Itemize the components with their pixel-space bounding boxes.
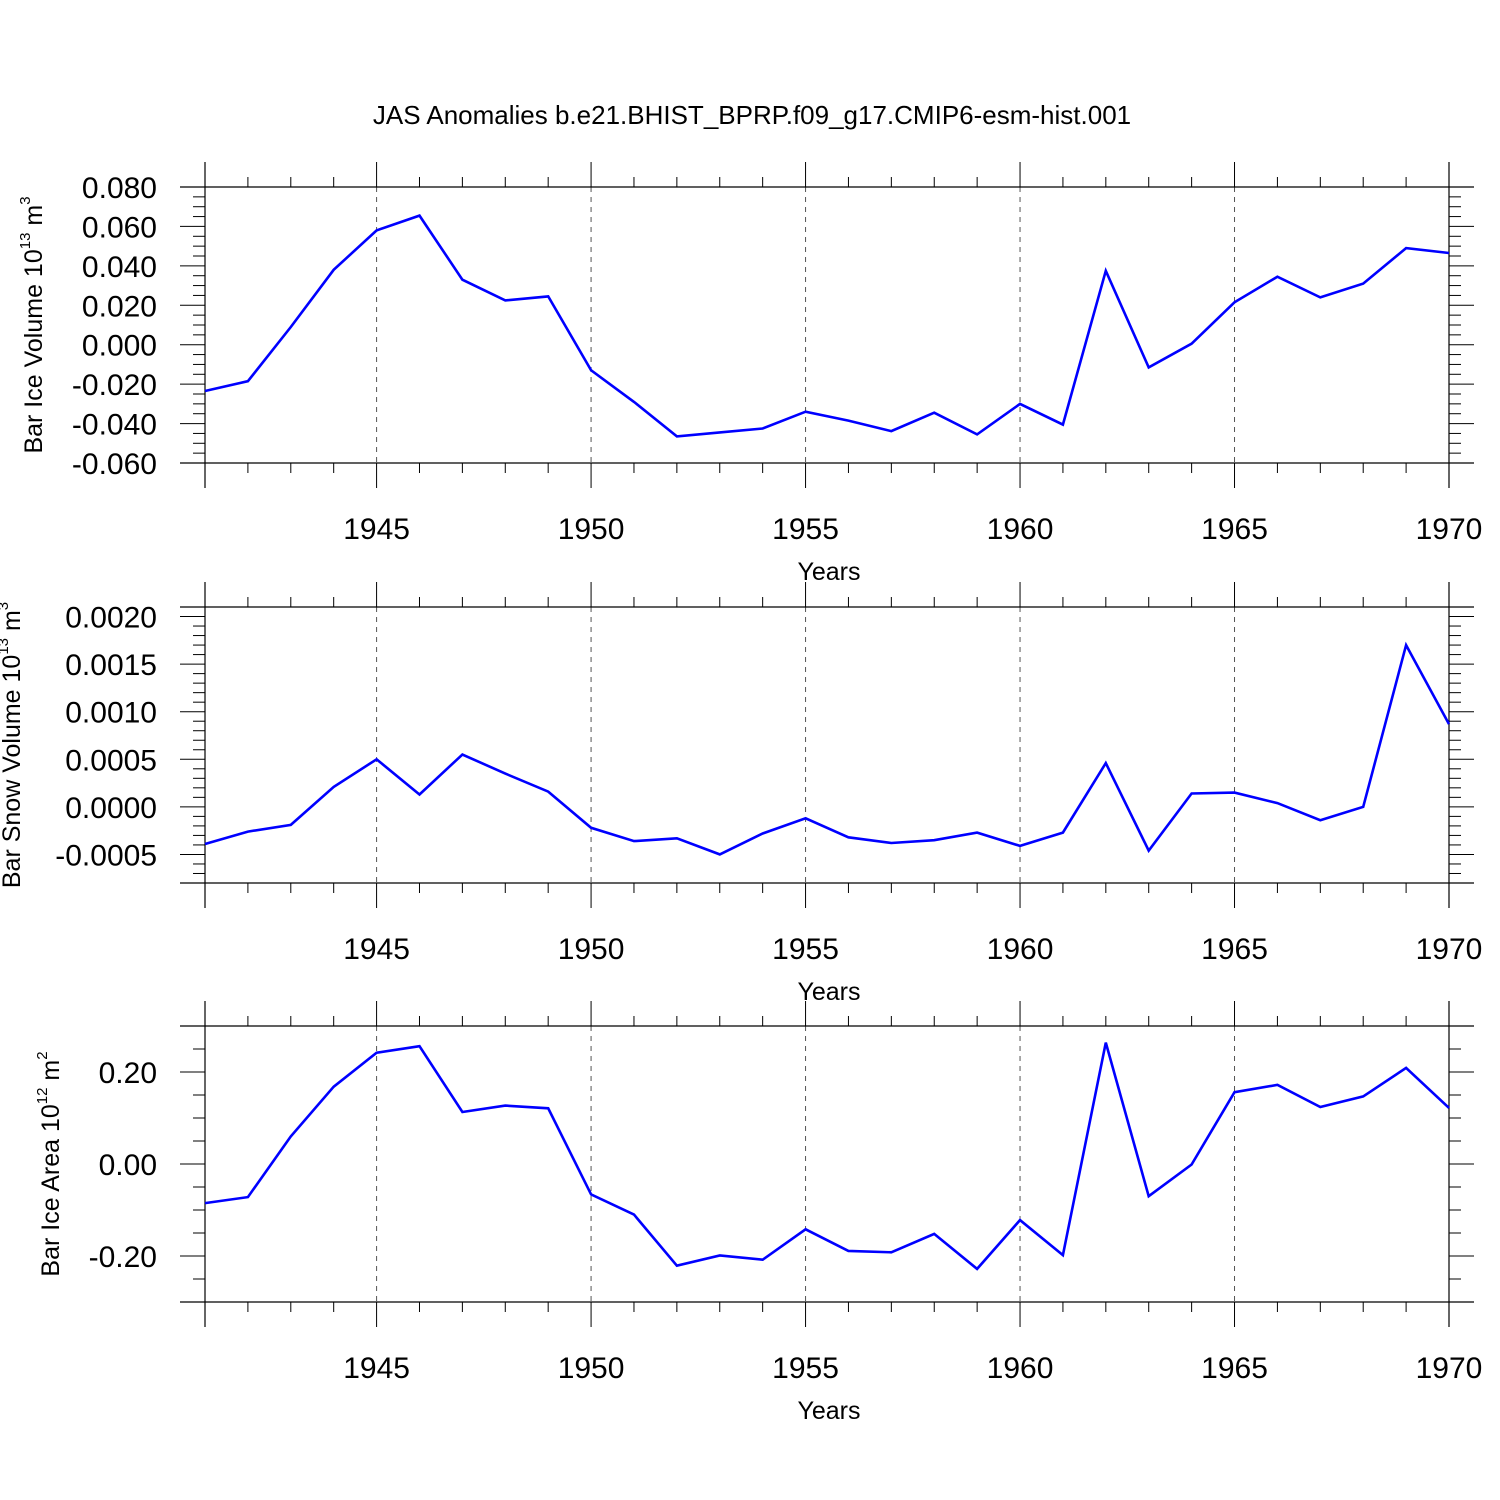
y-tick-label: 0.000 — [82, 330, 157, 363]
y-axis-label-exponent: 13 — [0, 638, 12, 655]
y-tick-label: 0.040 — [82, 251, 157, 284]
y-axis-label-unit-exponent: 3 — [17, 196, 34, 204]
y-ticks — [180, 186, 1474, 464]
x-tick-label: 1950 — [558, 1352, 625, 1385]
x-tick-label: 1970 — [1416, 933, 1483, 966]
y-tick-label: 0.0000 — [65, 792, 157, 825]
y-tick-label: 0.0010 — [65, 697, 157, 730]
y-axis-label-unit-exponent: 2 — [34, 1051, 51, 1059]
y-tick-label: -0.020 — [72, 369, 157, 402]
x-tick-label: 1960 — [987, 1352, 1054, 1385]
series-line — [204, 641, 1451, 856]
x-tick-label: 1945 — [343, 933, 410, 966]
y-tick-label: 0.0020 — [65, 602, 157, 635]
series-points — [204, 644, 1450, 855]
x-grid — [376, 187, 1236, 463]
series-points — [204, 1042, 1450, 1270]
x-axis-label: Years — [797, 978, 860, 1006]
x-tick-label: 1950 — [558, 933, 625, 966]
series-points — [204, 215, 1450, 438]
y-ticks — [180, 1025, 1474, 1303]
y-tick-label: 0.0005 — [65, 744, 157, 777]
y-axis-label-main: Bar Ice Area 10 — [37, 1104, 65, 1276]
x-axis-label: Years — [797, 1397, 860, 1425]
y-tick-label: -0.0005 — [55, 839, 157, 872]
x-tick-label: 1965 — [1201, 1352, 1268, 1385]
x-ticks — [204, 582, 1450, 908]
y-axis-label-unit: m — [0, 610, 26, 638]
y-tick-label: 0.20 — [99, 1057, 157, 1090]
y-axis-label: Bar Ice Volume 1013 m3 — [17, 196, 48, 453]
y-axis-label: Bar Snow Volume 1013 m3 — [0, 602, 26, 888]
y-axis-label-unit-exponent: 3 — [0, 602, 12, 610]
x-tick-label: 1955 — [772, 1352, 839, 1385]
x-tick-label: 1945 — [343, 513, 410, 546]
panels: -0.060 -0.040 -0.020 0.000 0.020 0.040 0.060 0.… — [0, 162, 1482, 1425]
y-axis-label-unit: m — [37, 1060, 65, 1088]
y-axis-label-unit: m — [20, 205, 48, 233]
y-tick-label: 0.00 — [99, 1149, 157, 1182]
x-tick-label: 1960 — [987, 933, 1054, 966]
x-tick-label: 1970 — [1416, 513, 1483, 546]
y-ticks — [180, 606, 1474, 884]
x-tick-label: 1965 — [1201, 513, 1268, 546]
x-grid — [376, 607, 1236, 883]
y-axis-label: Bar Ice Area 1012 m2 — [34, 1051, 65, 1276]
series-line — [204, 1042, 1450, 1271]
x-tick-label: 1955 — [772, 933, 839, 966]
y-tick-label: 0.020 — [82, 290, 157, 323]
x-tick-label: 1955 — [772, 513, 839, 546]
y-tick-label: -0.20 — [89, 1241, 157, 1274]
x-tick-label: 1965 — [1201, 933, 1268, 966]
y-tick-label: -0.040 — [72, 409, 157, 442]
y-axis-label-exponent: 12 — [34, 1088, 51, 1105]
chart-panel-1: -0.060 -0.040 -0.020 0.000 0.020 0.040 0.060 0.… — [17, 162, 1482, 586]
y-tick-label: 0.060 — [82, 211, 157, 244]
chart-panel-3: -0.20 0.00 0.20 1945 1950 1955 1960 1965 1970 Yea… — [34, 1001, 1482, 1425]
x-tick-label: 1945 — [343, 1352, 410, 1385]
x-tick-label: 1970 — [1416, 1352, 1483, 1385]
y-axis-label-main: Bar Snow Volume 10 — [0, 655, 26, 888]
y-axis-label-main: Bar Ice Volume 10 — [20, 249, 48, 453]
x-ticks — [204, 162, 1450, 488]
chart-title: JAS Anomalies b.e21.BHIST_BPRP.f09_g17.C… — [373, 100, 1131, 130]
y-tick-label: -0.060 — [72, 448, 157, 481]
y-tick-label: 0.0015 — [65, 649, 157, 682]
series-line — [204, 214, 1450, 438]
x-axis-label: Years — [797, 558, 860, 586]
y-tick-label: 0.080 — [82, 172, 157, 205]
x-grid — [376, 1026, 1236, 1302]
y-axis-label-exponent: 13 — [17, 233, 34, 250]
x-ticks — [204, 1001, 1450, 1327]
chart-panel-2: -0.0005 0.0000 0.0005 0.0010 0.0015 0.0020 194… — [0, 582, 1482, 1006]
x-tick-label: 1960 — [987, 513, 1054, 546]
x-tick-label: 1950 — [558, 513, 625, 546]
